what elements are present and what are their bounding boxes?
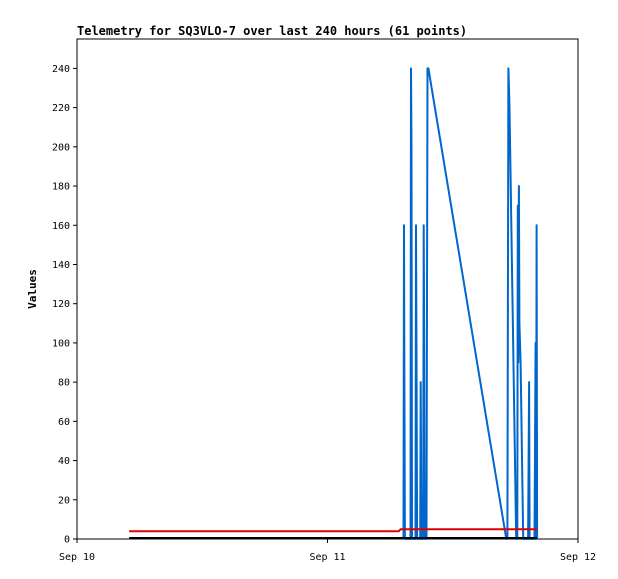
chart-title: Telemetry for SQ3VLO-7 over last 240 hou…: [77, 24, 467, 38]
y-tick-label: 20: [58, 495, 70, 506]
x-tick-label: Sep 11: [309, 552, 345, 563]
y-axis: 0 20 40 60 80 100 120 140 160 180 200 220 240: [52, 64, 77, 546]
series-line-1: [402, 67, 539, 540]
y-tick-label: 40: [58, 456, 70, 467]
y-axis-label: Values: [26, 269, 39, 309]
y-tick-label: 240: [52, 64, 70, 75]
y-tick-label: 60: [58, 417, 70, 428]
y-tick-label: 160: [52, 221, 70, 232]
plot-frame: [76, 38, 579, 540]
y-tick-label: 120: [52, 299, 70, 310]
y-tick-label: 140: [52, 260, 70, 271]
x-axis: Sep 10 Sep 11 Sep 12: [59, 539, 596, 563]
y-tick-label: 0: [64, 535, 70, 546]
y-tick-label: 180: [52, 182, 70, 193]
y-tick-label: 200: [52, 142, 70, 153]
series-line-2: [129, 528, 538, 533]
y-tick-label: 220: [52, 103, 70, 114]
series-layer: [129, 67, 539, 540]
x-tick-label: Sep 12: [560, 552, 596, 563]
x-tick-label: Sep 10: [59, 552, 95, 563]
y-tick-label: 80: [58, 378, 70, 389]
y-tick-label: 100: [52, 338, 70, 349]
